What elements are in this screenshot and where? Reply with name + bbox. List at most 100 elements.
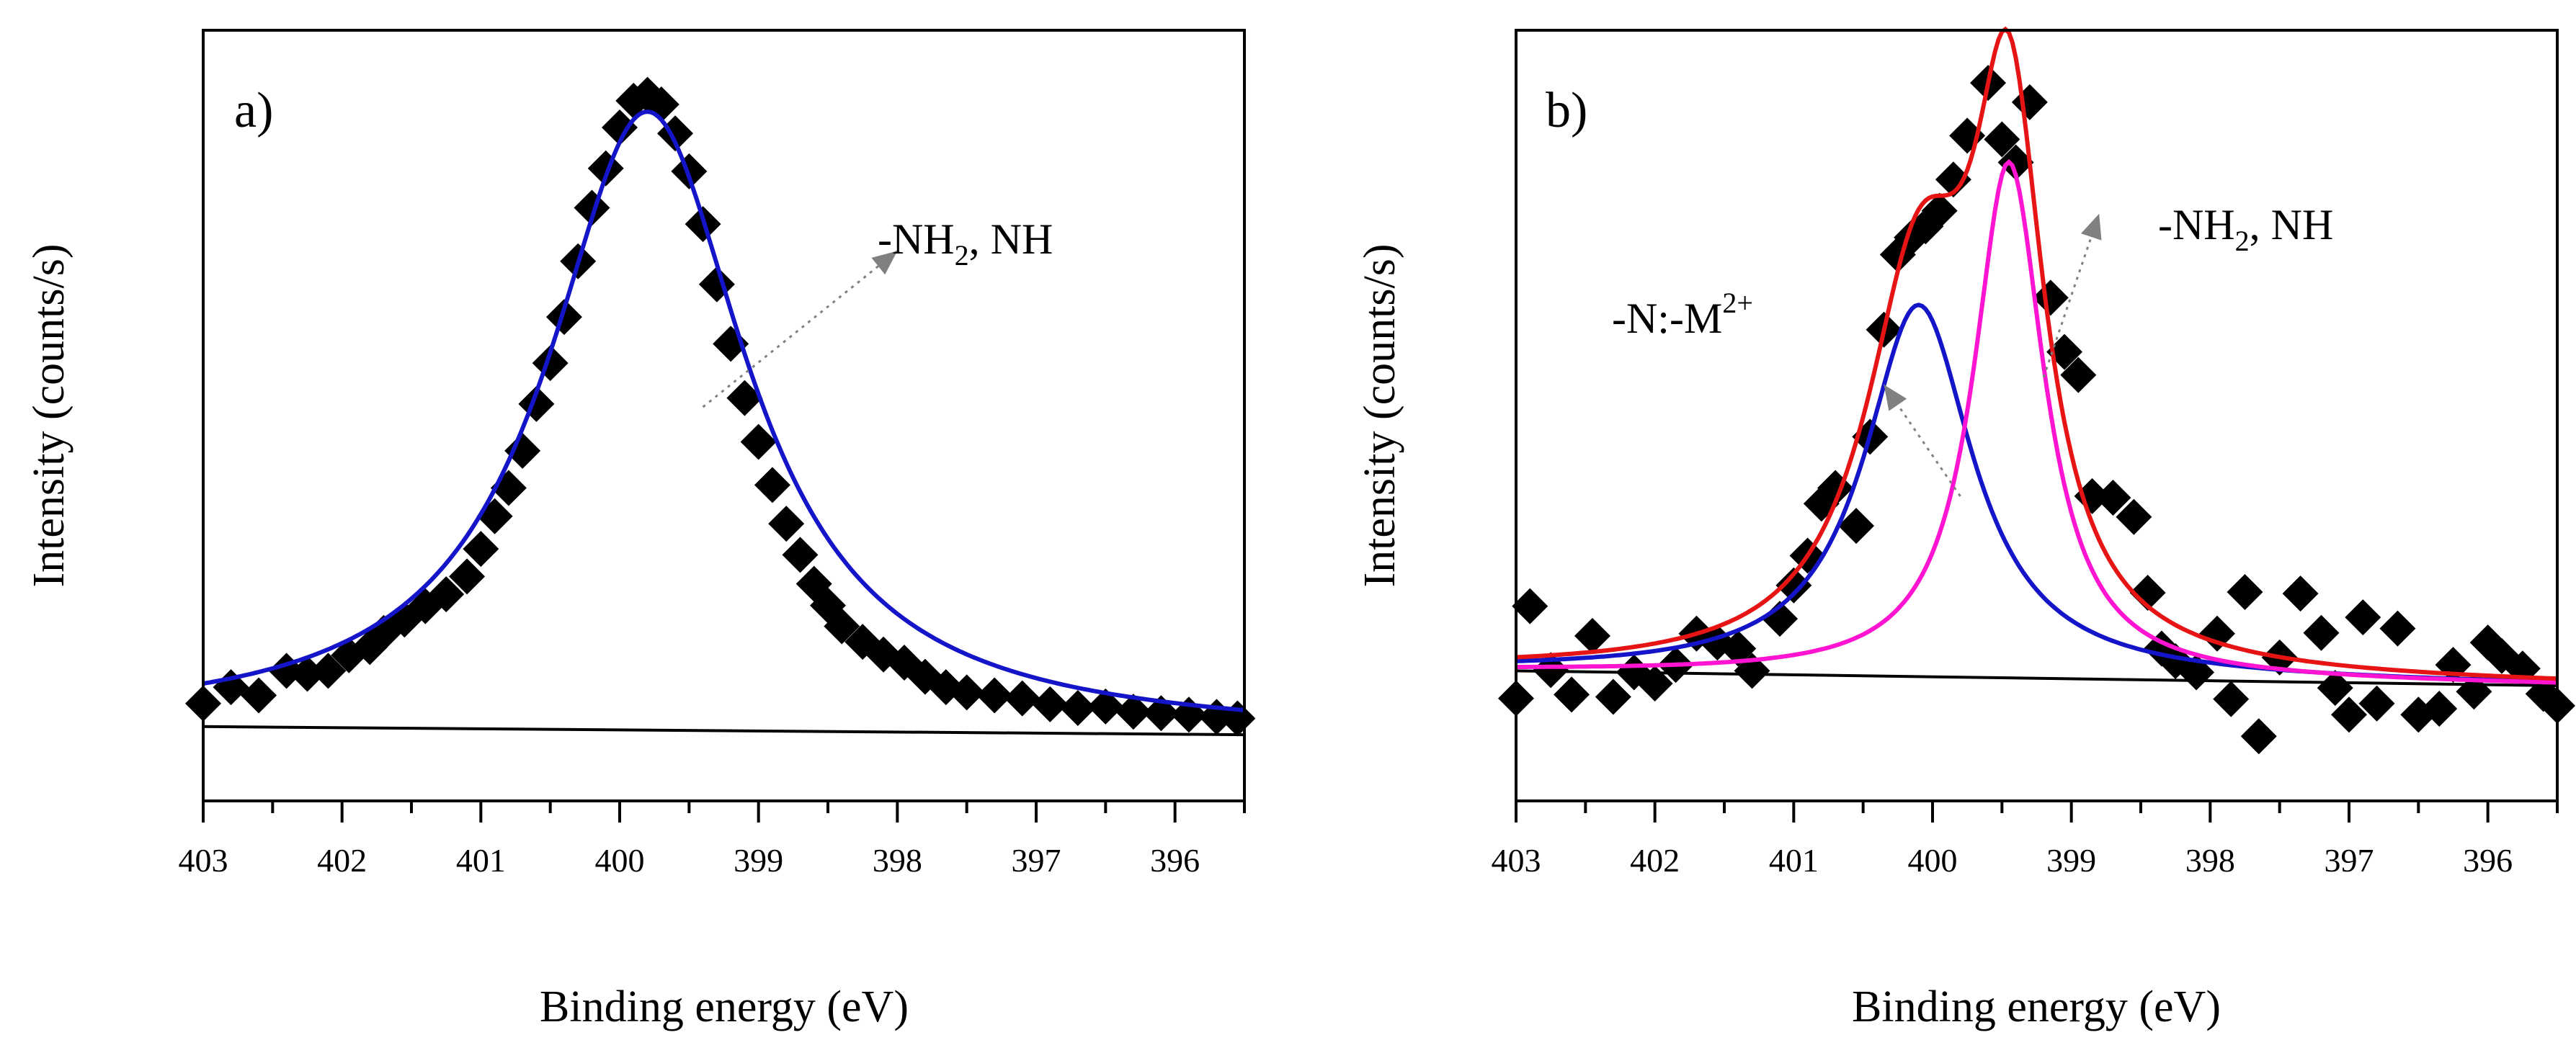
panel-b-curve-envelope — [1515, 26, 2558, 681]
panel-a-x-tick-label-400: 400 — [595, 842, 645, 879]
panel-b-data-point-37 — [2129, 575, 2166, 611]
panel-b-data-point-49 — [2331, 696, 2367, 733]
panel-b-data-point-41 — [2198, 615, 2235, 652]
panel-a-data-point-19 — [545, 299, 582, 336]
panel-a-x-tick-label-399: 399 — [734, 842, 783, 879]
panel-a-data-point-21 — [574, 189, 610, 226]
panel-a-annotation-nh2-main: -NH — [878, 215, 955, 263]
panel-b-x-tick-label-401: 401 — [1769, 842, 1819, 879]
panel-a-x-tick-label-398: 398 — [873, 842, 922, 879]
panel-b-data-point-11 — [1720, 630, 1757, 667]
panel-b-x-tick-label-399: 399 — [2046, 842, 2096, 879]
panel-a-data-point-55 — [1219, 700, 1256, 737]
panel-b-data-point-13 — [1762, 601, 1799, 637]
panel-a-data-point-48 — [1032, 686, 1069, 722]
panel-a-data-point-2 — [241, 677, 277, 714]
panel-a-x-axis-title: Binding energy (eV) — [540, 982, 909, 1031]
panel-b-data-point-29 — [1997, 144, 2034, 181]
panel-a-x-tick-label-403: 403 — [179, 842, 228, 879]
panel-a-label: a) — [234, 83, 273, 138]
panel-b-annotation-nh2: -NH2, NH — [2158, 201, 2333, 257]
panel-a-annotation-nh2: -NH2, NH — [878, 215, 1053, 272]
panel-b-annotation-nh2-main: -NH — [2158, 201, 2235, 248]
panel-a-x-ticks: 403 402 401 400 399 398 397 396 — [179, 801, 1246, 879]
svg-text:-NH2, NH: -NH2, NH — [2158, 201, 2333, 257]
panel-b-annotation-arrow-1 — [2042, 213, 2100, 378]
panel-b-data-point-51 — [2358, 685, 2395, 722]
panel-b-annotation-nm-main: -N:-M — [1612, 295, 1722, 342]
panel-a-annotation-arrow-0 — [702, 250, 899, 408]
panel-a-data-point-51 — [1115, 694, 1151, 730]
panel-a-data-point-23 — [602, 109, 638, 146]
panel-b-baseline-line — [1515, 669, 2558, 688]
panel-a-data-point-5 — [310, 653, 347, 689]
panel-a-plot-area — [185, 76, 1256, 737]
panel-b-x-tick-label-398: 398 — [2185, 842, 2235, 879]
panel-b-data-point-35 — [2095, 479, 2131, 516]
panel-a-data-point-16 — [504, 432, 541, 469]
panel-b: 403 402 401 400 399 398 397 396 b) Binding ener… — [1355, 26, 2575, 1031]
panel-b-data-point-24 — [1921, 192, 1958, 229]
panel-a-data-point-46 — [976, 677, 1013, 714]
panel-b-curve-nh2-nh-component — [1516, 158, 2558, 685]
panel-b-data-point-3 — [1554, 676, 1590, 713]
panel-b-plot-area — [1498, 26, 2575, 755]
panel-a-x-tick-label-397: 397 — [1012, 842, 1061, 879]
panel-b-x-tick-label-403: 403 — [1492, 842, 1541, 879]
panel-b-data-point-25 — [1935, 161, 1971, 198]
panel-b-x-tick-label-402: 402 — [1630, 842, 1680, 879]
svg-text:-NH2, NH: -NH2, NH — [878, 215, 1053, 272]
panel-b-x-ticks: 403 402 401 400 399 398 397 396 — [1492, 801, 2559, 879]
panel-a-data-point-49 — [1059, 690, 1096, 726]
panel-b-annotation-arrowhead-1 — [2081, 213, 2102, 241]
panel-a-data-point-34 — [754, 467, 790, 503]
panel-a-data-point-33 — [740, 424, 777, 460]
panel-a-x-tick-label-396: 396 — [1150, 842, 1200, 879]
panel-b-data-point-28 — [1984, 121, 2020, 158]
panel-b-data-point-30 — [2011, 84, 2048, 120]
panel-b-x-tick-label-396: 396 — [2463, 842, 2513, 879]
panel-b-data-point-47 — [2303, 614, 2340, 651]
panel-b-annotation-arrowhead-0 — [1884, 385, 1907, 411]
panel-b-frame — [1515, 29, 2559, 802]
panel-a-data-point-11 — [428, 576, 465, 613]
panel-a-data-point-47 — [1004, 680, 1040, 717]
panel-b-data-point-42 — [2213, 681, 2250, 717]
panel-b-data-point-44 — [2240, 718, 2277, 755]
panel-b-x-tick-label-400: 400 — [1908, 842, 1958, 879]
panel-a-data-point-50 — [1087, 688, 1124, 725]
panel-b-data-point-5 — [1595, 678, 1631, 715]
panel-b-annotation-nh2-rest: , NH — [2250, 201, 2334, 248]
panel-b-annotation-nh2-sub: 2 — [2235, 225, 2250, 257]
panel-a-annotation-arrowhead-0 — [871, 251, 898, 275]
panel-a-data-point-36 — [782, 537, 819, 573]
svg-text:-N:-M2+: -N:-M2+ — [1612, 287, 1753, 342]
panel-b-label: b) — [1546, 83, 1587, 138]
panel-b-data-point-36 — [2116, 498, 2152, 535]
panel-b-data-point-34 — [2074, 478, 2111, 514]
panel-a-frame — [202, 29, 1246, 802]
panel-a-annotation-nh2-rest: , NH — [969, 215, 1053, 263]
panel-b-data-point-7 — [1636, 665, 1673, 702]
panel-a-data-point-12 — [449, 558, 486, 595]
panel-a-x-tick-label-402: 402 — [317, 842, 367, 879]
panel-b-data-point-46 — [2282, 575, 2319, 612]
panel-a-data-point-32 — [726, 380, 763, 416]
panel-b-data-point-1 — [1512, 588, 1548, 624]
panel-b-annotation-nm: -N:-M2+ — [1612, 287, 1753, 342]
panel-b-data-point-18 — [1838, 508, 1875, 545]
panel-a-data-point-35 — [768, 506, 805, 542]
panel-b-x-axis-title: Binding energy (eV) — [1852, 982, 2221, 1031]
panel-a-data-point-39 — [824, 608, 860, 645]
panel-a-baseline-line — [202, 725, 1245, 737]
panel-a-data-point-22 — [587, 150, 624, 187]
panel-a-y-axis-title: Intensity (counts/s) — [24, 244, 73, 588]
panel-b-data-point-52 — [2379, 610, 2416, 647]
panel-b-data-point-31 — [2032, 279, 2069, 316]
panel-b-data-point-56 — [2456, 673, 2492, 710]
panel-a-x-tick-label-401: 401 — [456, 842, 506, 879]
panel-b-data-point-33 — [2060, 357, 2097, 393]
panel-a-data-point-13 — [463, 531, 499, 568]
panel-b-data-point-4 — [1574, 617, 1610, 654]
